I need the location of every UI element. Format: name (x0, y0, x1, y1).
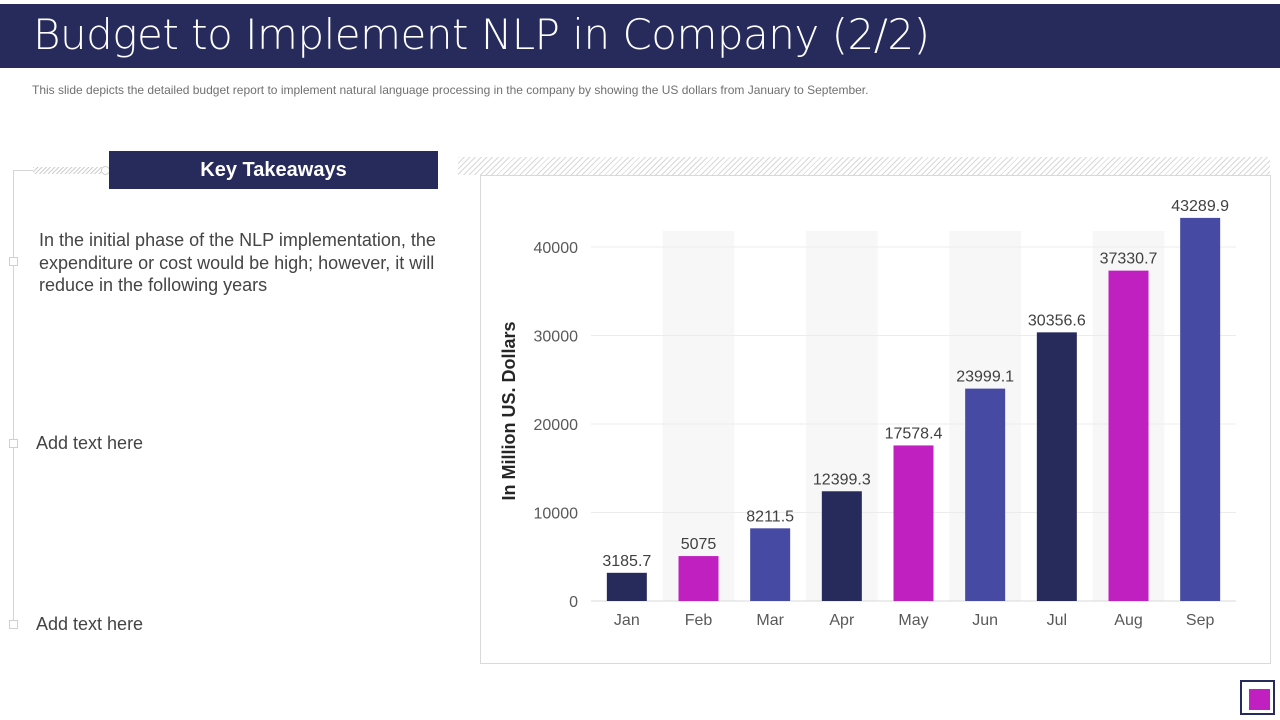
takeaway-text-2: Add text here (36, 433, 144, 453)
bar-sep (1180, 217, 1221, 601)
data-label: 12399.3 (813, 471, 871, 488)
x-tick-label: Sep (1186, 612, 1215, 629)
bar-chart: 0 10000 20000 30000 40000 In Million US. Doll… (499, 198, 1236, 629)
page-subtitle: This slide depicts the detailed budget r… (32, 83, 869, 97)
hatch-decoration (33, 167, 109, 174)
data-label: 8211.5 (746, 508, 794, 525)
x-tick-label: Jun (972, 612, 998, 629)
x-tick-label: Aug (1114, 612, 1142, 629)
y-tick-label: 40000 (534, 240, 579, 257)
title-bar: Budget to Implement NLP in Company (2/2) (0, 4, 1280, 68)
data-label: 23999.1 (956, 369, 1014, 386)
x-tick-label: May (898, 612, 928, 629)
x-tick-label: Apr (829, 612, 855, 629)
bar-jul (1036, 332, 1077, 601)
data-label: 37330.7 (1100, 251, 1158, 268)
bar-may (893, 445, 934, 601)
timeline-marker (9, 620, 18, 629)
data-label: 5075 (681, 536, 717, 553)
x-tick-label: Mar (756, 612, 784, 629)
key-takeaways-heading: Key Takeaways (109, 151, 438, 189)
page-title: Budget to Implement NLP in Company (2/2) (33, 10, 930, 59)
bar-mar (750, 528, 791, 601)
bar-aug (1108, 270, 1149, 601)
corner-logo-frame (1240, 680, 1275, 715)
corner-logo-square (1249, 689, 1270, 710)
timeline-marker (9, 439, 18, 448)
x-tick-label: Feb (685, 612, 713, 629)
chart-frame: 0 10000 20000 30000 40000 In Million US. Doll… (480, 175, 1271, 664)
takeaway-text-1: In the initial phase of the NLP implemen… (39, 230, 436, 295)
timeline-line (13, 170, 14, 626)
takeaway-text-3: Add text here (36, 614, 144, 634)
timeline-marker (9, 257, 18, 266)
data-label: 30356.6 (1028, 312, 1086, 329)
bar-apr (821, 491, 862, 601)
bar-jun (965, 388, 1006, 601)
data-label: 3185.7 (602, 553, 651, 570)
bar-jan (606, 572, 647, 601)
timeline-connector (13, 170, 33, 171)
chart-band (662, 231, 735, 601)
data-label: 17578.4 (885, 425, 943, 442)
bar-feb (678, 556, 719, 601)
x-tick-label: Jan (614, 612, 640, 629)
y-tick-label: 0 (569, 594, 578, 611)
y-tick-label: 30000 (534, 329, 579, 346)
y-tick-label: 20000 (534, 417, 579, 434)
y-tick-label: 10000 (534, 506, 579, 523)
x-tick-label: Jul (1047, 612, 1067, 629)
data-label: 43289.9 (1171, 198, 1229, 215)
chart-hatch-decoration (458, 157, 1270, 175)
y-axis-label: In Million US. Dollars (499, 321, 519, 500)
